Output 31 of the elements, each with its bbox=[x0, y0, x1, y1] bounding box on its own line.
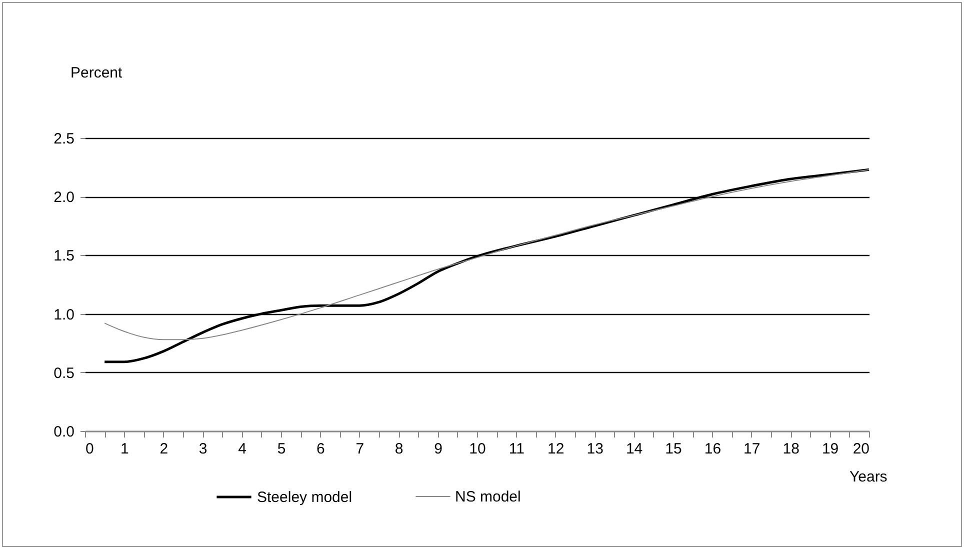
x-tick-label: 17 bbox=[744, 440, 760, 458]
y-tick-label: 1.0 bbox=[54, 306, 74, 324]
x-tick-label: 9 bbox=[434, 440, 442, 458]
x-tick-label: 12 bbox=[548, 440, 564, 458]
y-tick-label: 0.0 bbox=[54, 424, 74, 440]
legend-label: Steeley model bbox=[257, 489, 352, 506]
x-tick-label: 20 bbox=[852, 440, 870, 458]
x-tick-label: 14 bbox=[626, 440, 643, 458]
x-tick-label: 0 bbox=[86, 440, 94, 458]
x-tick-label: 19 bbox=[822, 440, 839, 458]
x-tick-label: 18 bbox=[782, 440, 800, 458]
x-tick-label: 13 bbox=[586, 440, 604, 458]
x-tick-label: 16 bbox=[704, 440, 722, 458]
x-tick-label: 10 bbox=[469, 440, 486, 458]
x-axis-title: Years bbox=[850, 468, 888, 486]
y-axis-title: Percent bbox=[70, 64, 124, 82]
x-tick-label: 3 bbox=[198, 440, 208, 458]
legend-label: NS model bbox=[455, 488, 521, 506]
x-tick-label: 1 bbox=[120, 440, 129, 458]
y-tick-label: 1.5 bbox=[54, 248, 74, 265]
x-tick-label: 2 bbox=[160, 440, 168, 458]
x-tick-label: 7 bbox=[356, 440, 364, 458]
y-tick-label: 0.5 bbox=[54, 364, 74, 382]
x-tick-label: 5 bbox=[277, 440, 286, 458]
y-tick-label: 2.5 bbox=[54, 130, 74, 148]
x-tick-label: 8 bbox=[394, 440, 404, 458]
y-tick-label: 2.0 bbox=[54, 189, 74, 206]
x-tick-label: 6 bbox=[316, 440, 325, 458]
x-tick-label: 4 bbox=[238, 440, 246, 458]
x-tick-label: 11 bbox=[508, 440, 524, 458]
x-tick-label: 15 bbox=[665, 440, 682, 458]
